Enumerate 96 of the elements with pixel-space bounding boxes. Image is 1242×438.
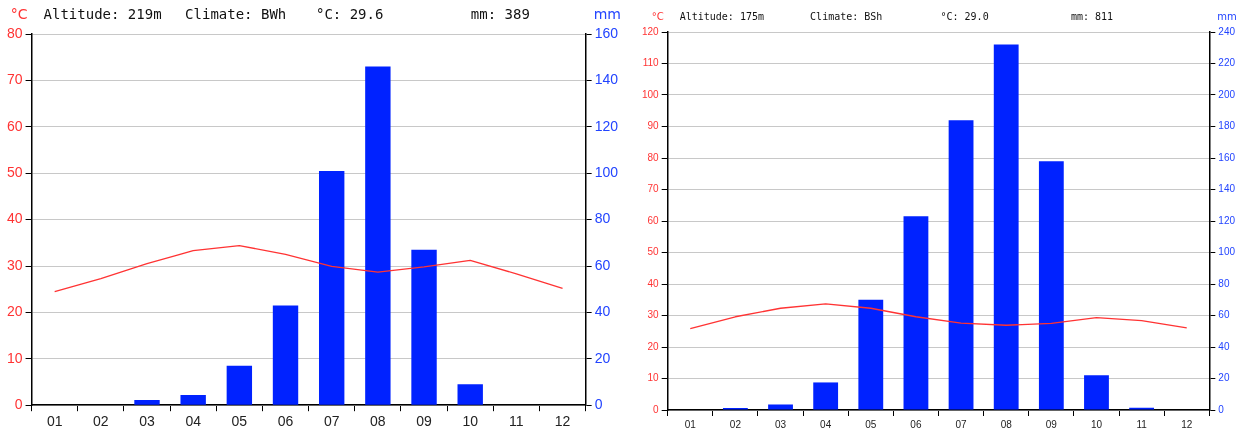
- y2-tick-label: 80: [594, 210, 611, 227]
- bar: [180, 394, 206, 405]
- y-tick-label: 110: [642, 57, 660, 69]
- text: Altitude: 175m: [679, 10, 764, 22]
- x-tick-label: 01: [46, 413, 63, 430]
- y2-tick-label: 220: [1218, 57, 1236, 69]
- y2-tick-label: 20: [594, 349, 611, 366]
- y2-tick-label: 0: [1218, 403, 1225, 415]
- y-tick-label: 40: [6, 210, 23, 227]
- y-tick-label: 90: [647, 120, 660, 132]
- bar: [858, 299, 884, 410]
- x-tick-label: 10: [462, 413, 479, 430]
- x-tick-label: 04: [185, 413, 202, 430]
- y2-tick-label: 160: [594, 24, 619, 41]
- y-tick-label: 30: [647, 309, 660, 321]
- y-tick-label: 0: [653, 403, 660, 415]
- y2-tick-label: 240: [1218, 25, 1236, 37]
- x-tick-label: 05: [231, 413, 248, 430]
- bar: [813, 382, 839, 410]
- y-tick-label: 10: [6, 349, 23, 366]
- y-tick-label: 80: [6, 24, 23, 41]
- y2-tick-label: 140: [1218, 183, 1236, 195]
- text: mm: 389: [470, 5, 530, 22]
- y2-tick-label: 80: [1218, 277, 1230, 289]
- y2-tick-label: 60: [594, 256, 611, 273]
- bar: [365, 66, 391, 405]
- bar: [457, 384, 483, 405]
- y2-tick-label: 100: [594, 164, 619, 181]
- y2-tick-label: 120: [594, 117, 619, 134]
- y2-tick-label: 0: [594, 396, 603, 413]
- y-tick-label: 20: [647, 340, 660, 352]
- x-tick-label: 06: [277, 413, 294, 430]
- x-tick-label: 12: [554, 413, 571, 430]
- y2-tick-label: 160: [1218, 151, 1236, 163]
- bar: [948, 120, 974, 410]
- y-tick-label: 70: [647, 183, 660, 195]
- y2-tick-label: 120: [1218, 214, 1236, 226]
- y-tick-label: 60: [647, 214, 660, 226]
- y-axis-title: °C: [651, 10, 664, 22]
- y2-tick-label: 200: [1218, 88, 1236, 100]
- y2-tick-label: 180: [1218, 120, 1236, 132]
- x-tick-label: 01: [684, 418, 697, 430]
- x-tick-label: 02: [93, 413, 109, 430]
- x-tick-label: 05: [865, 418, 877, 430]
- y-tick-label: 120: [642, 25, 660, 37]
- y-tick-label: 40: [647, 277, 660, 289]
- y2-axis-title: mm: [1217, 10, 1237, 22]
- y-tick-label: 100: [642, 88, 660, 100]
- bar: [226, 365, 253, 405]
- y-axis-title: °C: [10, 5, 28, 22]
- y-tick-label: 30: [6, 256, 23, 273]
- x-tick-label: 07: [955, 418, 968, 430]
- y2-tick-label: 20: [1218, 372, 1230, 384]
- bar: [319, 170, 345, 405]
- y-tick-label: 10: [647, 372, 660, 384]
- x-tick-label: 09: [416, 413, 433, 430]
- x-tick-label: 08: [370, 413, 386, 430]
- y-tick-label: 60: [6, 117, 23, 134]
- x-tick-label: 11: [1136, 418, 1148, 430]
- text: Altitude: 219m: [43, 5, 162, 22]
- text: °C: 29.6: [315, 5, 384, 22]
- y2-axis-title: mm: [593, 5, 621, 22]
- x-tick-label: 08: [1000, 418, 1013, 430]
- x-tick-label: 12: [1181, 418, 1193, 430]
- bar: [1038, 161, 1064, 410]
- y-tick-label: 20: [6, 303, 23, 320]
- y-tick-label: 70: [6, 71, 23, 88]
- text: Climate: BWh: [185, 5, 287, 22]
- y2-tick-label: 100: [1218, 246, 1236, 258]
- bar: [903, 216, 929, 410]
- bar: [993, 44, 1019, 410]
- text: Climate: BSh: [810, 10, 883, 22]
- x-tick-label: 07: [323, 413, 340, 430]
- y2-tick-label: 60: [1218, 309, 1230, 321]
- x-tick-label: 09: [1045, 418, 1058, 430]
- bar: [1084, 375, 1109, 410]
- y-tick-label: 50: [6, 164, 23, 181]
- x-tick-label: 11: [509, 413, 524, 430]
- y-tick-label: 50: [647, 246, 660, 258]
- y2-tick-label: 140: [594, 71, 619, 88]
- y-tick-label: 0: [14, 396, 23, 413]
- x-tick-label: 03: [774, 418, 787, 430]
- text: °C: 29.0: [940, 10, 989, 22]
- x-tick-label: 06: [910, 418, 922, 430]
- x-tick-label: 03: [139, 413, 155, 430]
- y-tick-label: 80: [647, 151, 660, 163]
- bar: [411, 249, 437, 405]
- x-tick-label: 02: [729, 418, 742, 430]
- y2-tick-label: 40: [594, 303, 611, 320]
- x-tick-label: 04: [820, 418, 832, 430]
- bar: [768, 404, 793, 410]
- text: mm: 811: [1070, 10, 1114, 22]
- y2-tick-label: 40: [1218, 340, 1230, 352]
- x-tick-label: 10: [1090, 418, 1103, 430]
- bar: [134, 400, 160, 405]
- bar: [272, 305, 299, 405]
